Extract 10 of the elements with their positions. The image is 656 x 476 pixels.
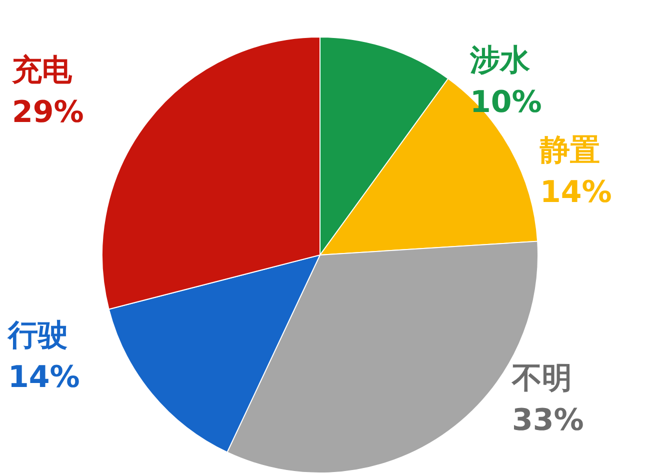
data-label: 14%	[540, 175, 612, 210]
data-label: 33%	[512, 403, 584, 438]
data-label: 14%	[8, 360, 80, 395]
slice-label: 静置	[539, 133, 600, 168]
slice-label: 不明	[511, 361, 572, 396]
slice-label: 行驶	[7, 318, 68, 353]
slice-label: 涉水	[469, 43, 531, 78]
slice-label: 充电	[11, 53, 73, 88]
data-label: 10%	[470, 85, 542, 120]
data-label: 29%	[12, 95, 84, 130]
